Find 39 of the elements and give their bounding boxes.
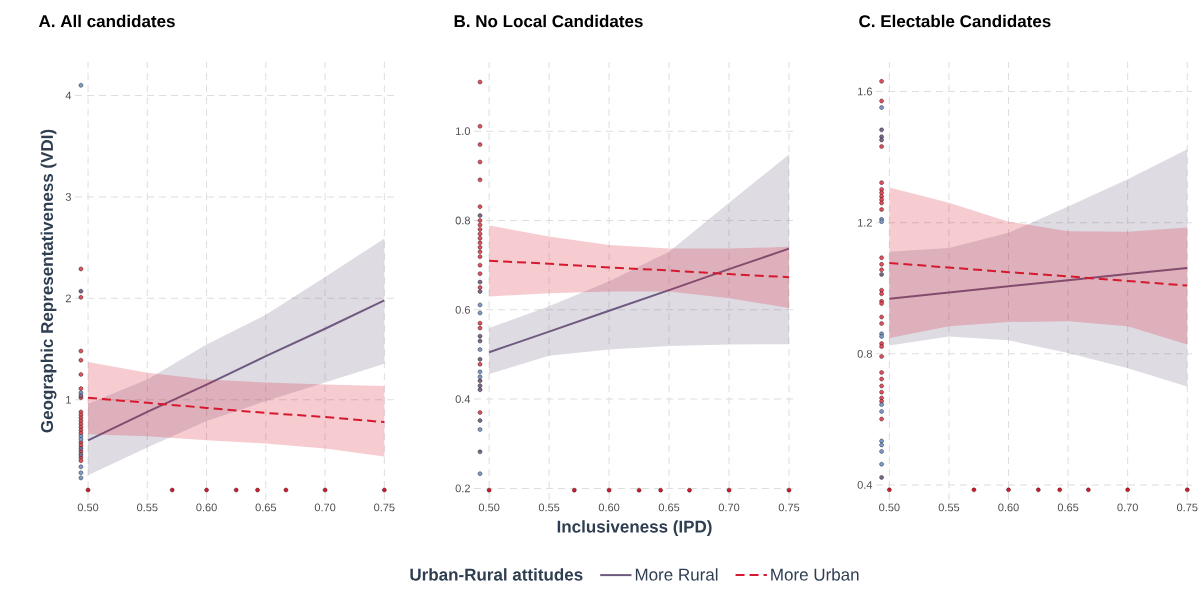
x-tick-label: 0.60: [998, 503, 1019, 512]
x-tick-label: 0.70: [718, 503, 740, 512]
chart-title: A. All candidates: [38, 14, 175, 28]
y-tick-label: 0.2: [455, 484, 470, 493]
x-tick-label: 0.75: [778, 503, 800, 512]
x-tick-label: 0.50: [77, 503, 99, 512]
x-tick-label: 0.50: [478, 503, 500, 512]
x-tick-label: 0.70: [314, 503, 336, 512]
x-axis-title: Inclusiveness (IPD): [557, 520, 712, 537]
y-axis-title: Geographic Representativeness (VDI): [40, 129, 57, 433]
y-tick-label: 0.8: [455, 216, 470, 225]
x-tick-label: 0.55: [938, 503, 960, 512]
y-tick-label: 4: [65, 91, 72, 100]
x-tick-label: 0.75: [374, 503, 395, 512]
x-tick-label: 0.60: [196, 503, 217, 512]
chart-title: C. Electable Candidates: [859, 14, 1051, 28]
x-tick-label: 0.60: [598, 503, 620, 512]
y-tick-label: 1: [66, 396, 71, 404]
y-tick-label: 0.8: [857, 349, 872, 358]
legend-label: More Urban: [771, 568, 859, 581]
y-tick-label: 3: [65, 193, 71, 201]
y-tick-label: 1.2: [858, 218, 872, 227]
x-tick-label: 0.75: [1176, 503, 1198, 512]
y-tick-label: 0.4: [857, 481, 873, 489]
x-tick-label: 0.65: [1057, 503, 1079, 512]
y-tick-label: 0.6: [455, 305, 470, 314]
x-tick-label: 0.65: [658, 503, 680, 512]
x-tick-label: 0.65: [255, 503, 277, 512]
x-tick-label: 0.55: [538, 503, 560, 512]
y-tick-label: 2: [65, 294, 71, 303]
x-tick-label: 0.70: [1117, 503, 1138, 512]
y-tick-label: 1.0: [456, 127, 471, 136]
y-tick-label: 1.6: [858, 87, 872, 96]
y-tick-label: 0.4: [455, 395, 471, 403]
x-tick-label: 0.55: [137, 503, 158, 512]
legend-title: Urban-Rural attitudes: [410, 568, 583, 581]
chart-title: B. No Local Candidates: [454, 14, 643, 28]
x-tick-label: 0.50: [879, 503, 900, 512]
legend-label: More Rural: [635, 568, 718, 581]
